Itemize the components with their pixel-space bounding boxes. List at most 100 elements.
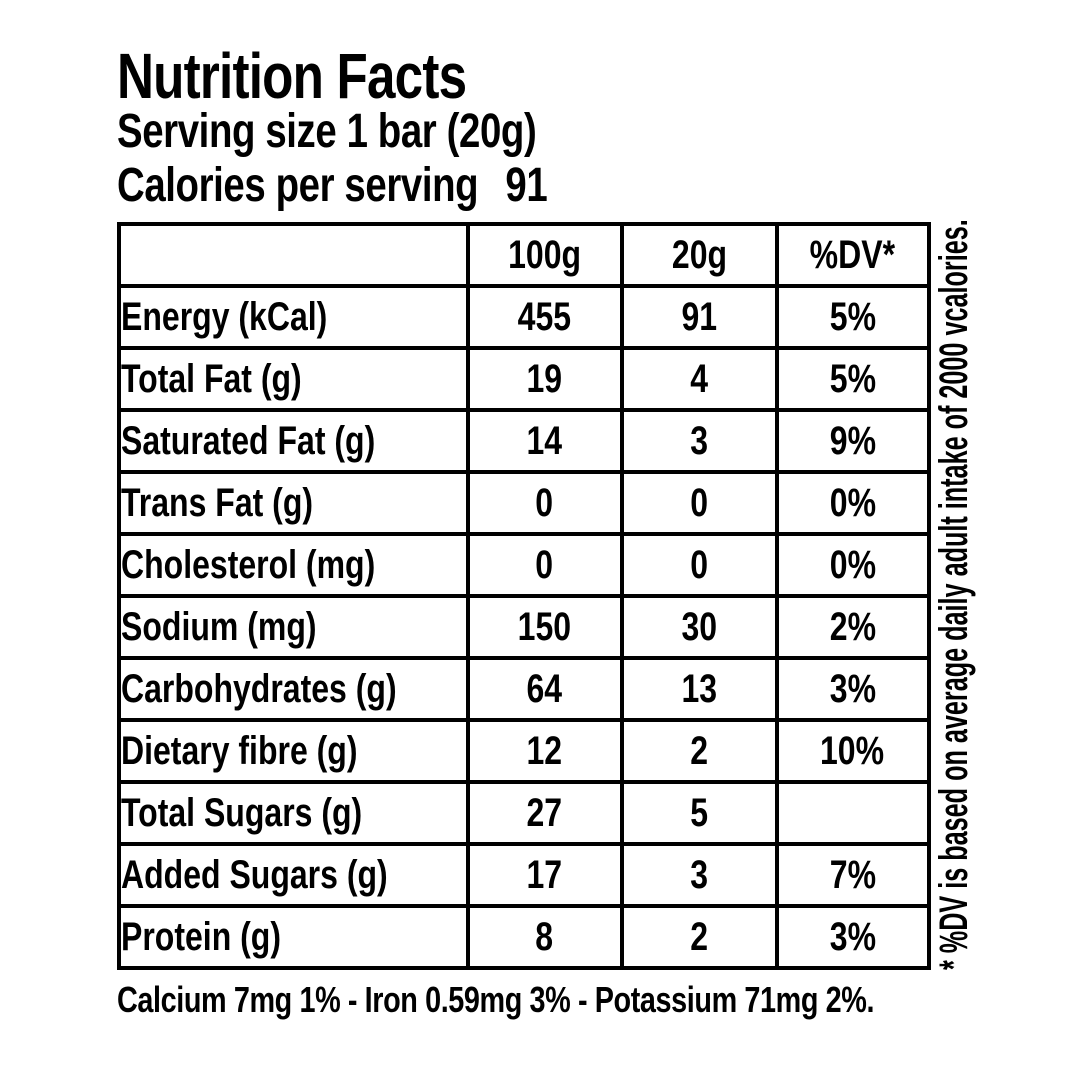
value-dv: 9% bbox=[829, 418, 876, 463]
value-100g: 0 bbox=[535, 542, 554, 587]
value-100g: 12 bbox=[526, 728, 563, 773]
dv-footnote-text: * %DV is based on average daily adult in… bbox=[932, 219, 976, 971]
value-20g: 3 bbox=[690, 852, 708, 897]
nutrient-label-cell: Carbohydrates (g) bbox=[117, 656, 470, 722]
minerals-note-text: Calcium 7mg 1% - Iron 0.59mg 3% - Potass… bbox=[117, 979, 875, 1020]
value-20g-cell: 13 bbox=[619, 656, 779, 722]
nutrient-label-cell: Added Sugars (g) bbox=[117, 842, 470, 908]
table-body: Energy (kCal) 455 91 5% Total Fat (g) 19… bbox=[117, 284, 931, 970]
value-100g-cell: 14 bbox=[465, 408, 624, 474]
serving-size-text: Serving size 1 bar (20g) bbox=[117, 105, 537, 158]
table-header: 100g 20g %DV* bbox=[117, 222, 931, 288]
value-20g-cell: 4 bbox=[619, 346, 779, 412]
value-20g-cell: 3 bbox=[619, 842, 779, 908]
page-title-text: Nutrition Facts bbox=[117, 40, 467, 112]
value-20g-cell: 3 bbox=[619, 408, 779, 474]
value-20g: 91 bbox=[681, 294, 717, 339]
value-20g-cell: 2 bbox=[619, 904, 779, 970]
value-100g: 27 bbox=[526, 790, 563, 835]
nutrient-label: Total Fat (g) bbox=[121, 356, 302, 401]
nutrient-label-cell: Protein (g) bbox=[117, 904, 470, 970]
header-row: 100g 20g %DV* bbox=[117, 222, 931, 288]
value-dv-cell: 10% bbox=[774, 718, 931, 784]
value-20g: 30 bbox=[681, 604, 717, 649]
dv-footnote: * %DV is based on average daily adult in… bbox=[932, 219, 976, 971]
page-title: Nutrition Facts bbox=[117, 44, 554, 108]
header-blank-cell bbox=[117, 222, 470, 288]
value-20g-cell: 5 bbox=[619, 780, 779, 846]
nutrient-label: Cholesterol (mg) bbox=[121, 542, 376, 587]
header-100g-text: 100g bbox=[508, 232, 581, 277]
nutrient-label-cell: Energy (kCal) bbox=[117, 284, 470, 350]
value-100g: 150 bbox=[517, 604, 572, 649]
header-dv-cell: %DV* bbox=[774, 222, 931, 288]
value-100g: 0 bbox=[535, 480, 554, 525]
nutrient-label-cell: Cholesterol (mg) bbox=[117, 532, 470, 598]
value-100g-cell: 64 bbox=[465, 656, 624, 722]
value-20g-cell: 30 bbox=[619, 594, 779, 660]
value-100g: 14 bbox=[526, 418, 563, 463]
row-energy: Energy (kCal) 455 91 5% bbox=[117, 284, 931, 350]
value-20g: 2 bbox=[690, 728, 708, 773]
value-dv-cell: 3% bbox=[774, 656, 931, 722]
value-20g-cell: 91 bbox=[619, 284, 779, 350]
value-dv: 0% bbox=[829, 542, 876, 587]
value-20g-cell: 0 bbox=[619, 470, 779, 536]
value-100g: 19 bbox=[526, 356, 563, 401]
nutrition-table: 100g 20g %DV* Energy (kCal) 455 91 5% To… bbox=[117, 222, 931, 970]
row-added-sugars: Added Sugars (g) 17 3 7% bbox=[117, 842, 931, 908]
header-100g-cell: 100g bbox=[465, 222, 624, 288]
nutrient-label-cell: Sodium (mg) bbox=[117, 594, 470, 660]
value-dv: 10% bbox=[820, 728, 885, 773]
nutrient-label-cell: Total Sugars (g) bbox=[117, 780, 470, 846]
value-100g-cell: 17 bbox=[465, 842, 624, 908]
value-20g: 4 bbox=[690, 356, 708, 401]
value-dv: 3% bbox=[829, 914, 876, 959]
value-100g: 455 bbox=[517, 294, 572, 339]
row-carbohydrates: Carbohydrates (g) 64 13 3% bbox=[117, 656, 931, 722]
nutrient-label: Energy (kCal) bbox=[121, 294, 328, 339]
value-20g-cell: 0 bbox=[619, 532, 779, 598]
value-dv-cell: 2% bbox=[774, 594, 931, 660]
value-20g-cell: 2 bbox=[619, 718, 779, 784]
value-dv-cell: 0% bbox=[774, 532, 931, 598]
minerals-note: Calcium 7mg 1% - Iron 0.59mg 3% - Potass… bbox=[117, 982, 1063, 1018]
nutrient-label: Saturated Fat (g) bbox=[121, 418, 376, 463]
value-100g-cell: 150 bbox=[465, 594, 624, 660]
value-dv-cell: 5% bbox=[774, 284, 931, 350]
row-trans-fat: Trans Fat (g) 0 0 0% bbox=[117, 470, 931, 536]
calories-value: 91 bbox=[505, 159, 548, 212]
value-dv-cell: 3% bbox=[774, 904, 931, 970]
value-dv: 2% bbox=[829, 604, 876, 649]
value-dv-cell: 7% bbox=[774, 842, 931, 908]
value-100g: 64 bbox=[526, 666, 563, 711]
value-100g-cell: 12 bbox=[465, 718, 624, 784]
value-dv-cell bbox=[774, 780, 931, 846]
value-100g: 17 bbox=[526, 852, 563, 897]
value-20g: 0 bbox=[690, 480, 708, 525]
serving-size-line: Serving size 1 bar (20g) bbox=[117, 108, 641, 156]
row-dietary-fibre: Dietary fibre (g) 12 2 10% bbox=[117, 718, 931, 784]
value-20g: 13 bbox=[681, 666, 717, 711]
row-sodium: Sodium (mg) 150 30 2% bbox=[117, 594, 931, 660]
value-dv-cell: 9% bbox=[774, 408, 931, 474]
row-total-sugars: Total Sugars (g) 27 5 bbox=[117, 780, 931, 846]
nutrient-label: Sodium (mg) bbox=[121, 604, 317, 649]
value-100g-cell: 0 bbox=[465, 532, 624, 598]
nutrient-label: Dietary fibre (g) bbox=[121, 728, 358, 773]
row-cholesterol: Cholesterol (mg) 0 0 0% bbox=[117, 532, 931, 598]
value-100g-cell: 455 bbox=[465, 284, 624, 350]
nutrient-label: Protein (g) bbox=[121, 914, 281, 959]
nutrient-label: Trans Fat (g) bbox=[121, 480, 314, 525]
nutrient-label-cell: Trans Fat (g) bbox=[117, 470, 470, 536]
value-20g: 2 bbox=[690, 914, 708, 959]
value-dv: 7% bbox=[829, 852, 876, 897]
value-dv-cell: 0% bbox=[774, 470, 931, 536]
calories-text: Calories per serving 91 bbox=[117, 159, 548, 212]
header-20g-text: 20g bbox=[671, 232, 727, 277]
nutrient-label-cell: Saturated Fat (g) bbox=[117, 408, 470, 474]
row-total-fat: Total Fat (g) 19 4 5% bbox=[117, 346, 931, 412]
header-dv-text: %DV* bbox=[809, 232, 896, 277]
nutrient-label: Total Sugars (g) bbox=[121, 790, 363, 835]
